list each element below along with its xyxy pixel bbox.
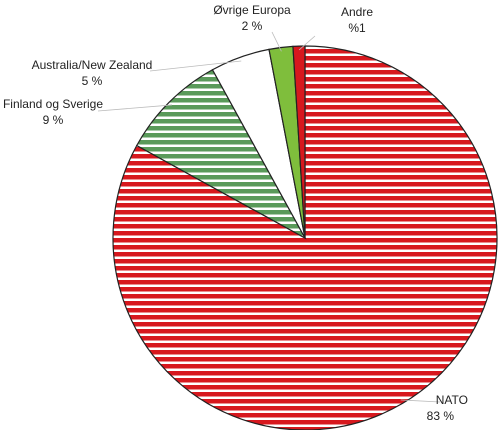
slice-value-label-australia-new-zealand: 5 %: [82, 74, 103, 88]
slice-label-vrige-europa: Øvrige Europa: [213, 3, 291, 17]
slice-label-nato: NATO: [436, 393, 468, 407]
slice-label-finland-og-sverige: Finland og Sverige: [3, 97, 103, 111]
slice-value-label-andre: %1: [348, 21, 366, 35]
leader-line-andre: [298, 35, 316, 51]
label-leader-lines: [97, 31, 441, 403]
pie-slices: [112, 45, 498, 430]
slice-label-australia-new-zealand: Australia/New Zealand: [32, 58, 153, 72]
pie-slice-finland-og-sverige: [135, 68, 307, 240]
slice-value-label-nato: 83 %: [427, 409, 455, 423]
slice-labels: NATO 83 % Finland og Sverige 9 % Australia/N…: [3, 3, 468, 423]
slice-label-andre: Andre: [341, 5, 373, 19]
leader-line-finland-og-sverige: [97, 104, 172, 112]
leader-line-vrige-europa: [271, 31, 282, 52]
slice-value-label-finland-og-sverige: 9 %: [43, 113, 64, 127]
pie-slice-andre: [292, 45, 306, 239]
leader-line-australia-new-zealand: [149, 60, 242, 72]
slice-value-label-vrige-europa: 2 %: [242, 19, 263, 33]
leader-line-nato: [400, 399, 441, 403]
